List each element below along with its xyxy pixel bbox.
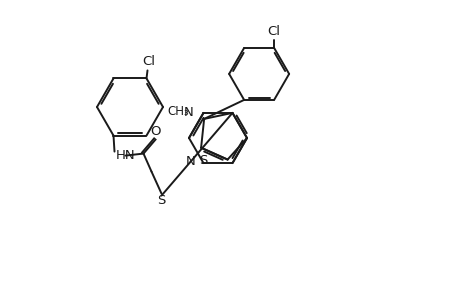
Text: N: N xyxy=(183,106,193,119)
Text: HN: HN xyxy=(115,149,135,162)
Text: CH₃: CH₃ xyxy=(167,104,188,118)
Text: Cl: Cl xyxy=(267,25,280,38)
Text: S: S xyxy=(198,154,207,167)
Text: S: S xyxy=(157,194,165,207)
Text: O: O xyxy=(150,124,160,138)
Text: N: N xyxy=(185,154,195,168)
Text: Cl: Cl xyxy=(142,56,155,68)
